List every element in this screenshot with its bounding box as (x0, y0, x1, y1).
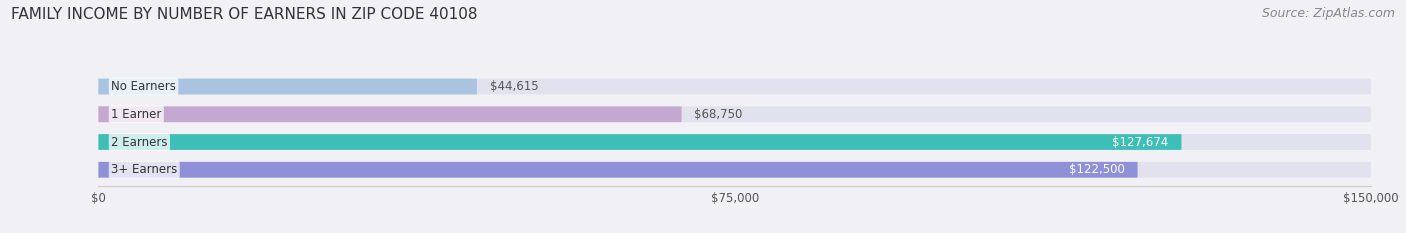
FancyBboxPatch shape (98, 162, 1371, 178)
Text: $44,615: $44,615 (489, 80, 538, 93)
FancyBboxPatch shape (98, 106, 682, 122)
Text: 1 Earner: 1 Earner (111, 108, 162, 121)
Text: 2 Earners: 2 Earners (111, 136, 167, 148)
Text: 3+ Earners: 3+ Earners (111, 163, 177, 176)
Text: No Earners: No Earners (111, 80, 176, 93)
FancyBboxPatch shape (98, 106, 1371, 122)
FancyBboxPatch shape (98, 134, 1181, 150)
FancyBboxPatch shape (98, 79, 477, 94)
FancyBboxPatch shape (98, 79, 1371, 94)
FancyBboxPatch shape (98, 162, 1137, 178)
FancyBboxPatch shape (98, 134, 1371, 150)
Text: $127,674: $127,674 (1112, 136, 1168, 148)
Text: $68,750: $68,750 (695, 108, 742, 121)
Text: FAMILY INCOME BY NUMBER OF EARNERS IN ZIP CODE 40108: FAMILY INCOME BY NUMBER OF EARNERS IN ZI… (11, 7, 478, 22)
Text: Source: ZipAtlas.com: Source: ZipAtlas.com (1261, 7, 1395, 20)
Text: $122,500: $122,500 (1069, 163, 1125, 176)
